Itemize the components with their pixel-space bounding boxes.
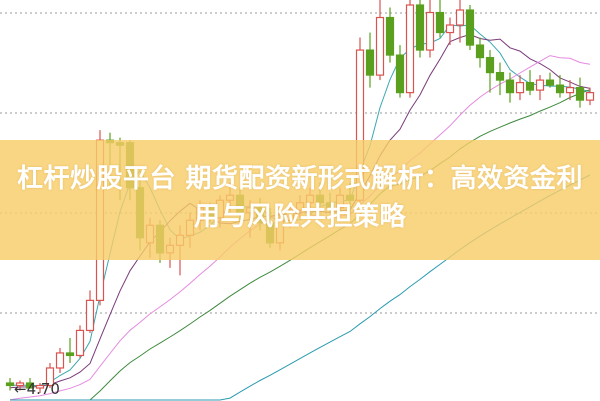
candle-body: [465, 9, 475, 46]
candle-body: [505, 79, 515, 94]
candle-body: [575, 87, 585, 101]
candle-body: [15, 382, 25, 387]
candle-body: [385, 16, 395, 56]
candle-body: [475, 44, 485, 59]
candle-body: [585, 92, 595, 101]
candle-body: [25, 382, 35, 389]
candle-body: [75, 329, 85, 357]
title-banner: [0, 140, 600, 260]
candle-body: [405, 4, 415, 94]
candle-body: [435, 11, 445, 34]
candle-body: [545, 79, 555, 86]
candle-body: [375, 16, 385, 76]
candle-body: [85, 299, 95, 332]
price-label: ←4.70: [14, 380, 60, 398]
candle-body: [395, 54, 405, 94]
candle-body: [445, 24, 455, 34]
candle-body: [515, 82, 525, 94]
candle-body: [415, 4, 425, 51]
candle-body: [5, 382, 15, 387]
article-title: 杠杆炒股平台 期货配资新形式解析：高效资金利用与风险共担策略: [16, 164, 584, 232]
candle-body: [455, 9, 465, 26]
candle-body: [565, 87, 575, 94]
candle-body: [55, 352, 65, 369]
candle-body: [485, 56, 495, 74]
price-value: 4.70: [26, 380, 60, 398]
candle-body: [535, 79, 545, 91]
candle-body: [425, 11, 435, 51]
candle-body: [365, 49, 375, 76]
candle-body: [65, 352, 75, 357]
arrow-left-icon: ←: [14, 380, 27, 398]
candle-body: [525, 82, 535, 91]
candle-body: [35, 384, 45, 389]
candle-body: [555, 84, 565, 94]
candle-body: [495, 71, 505, 81]
candle-body: [45, 367, 55, 387]
